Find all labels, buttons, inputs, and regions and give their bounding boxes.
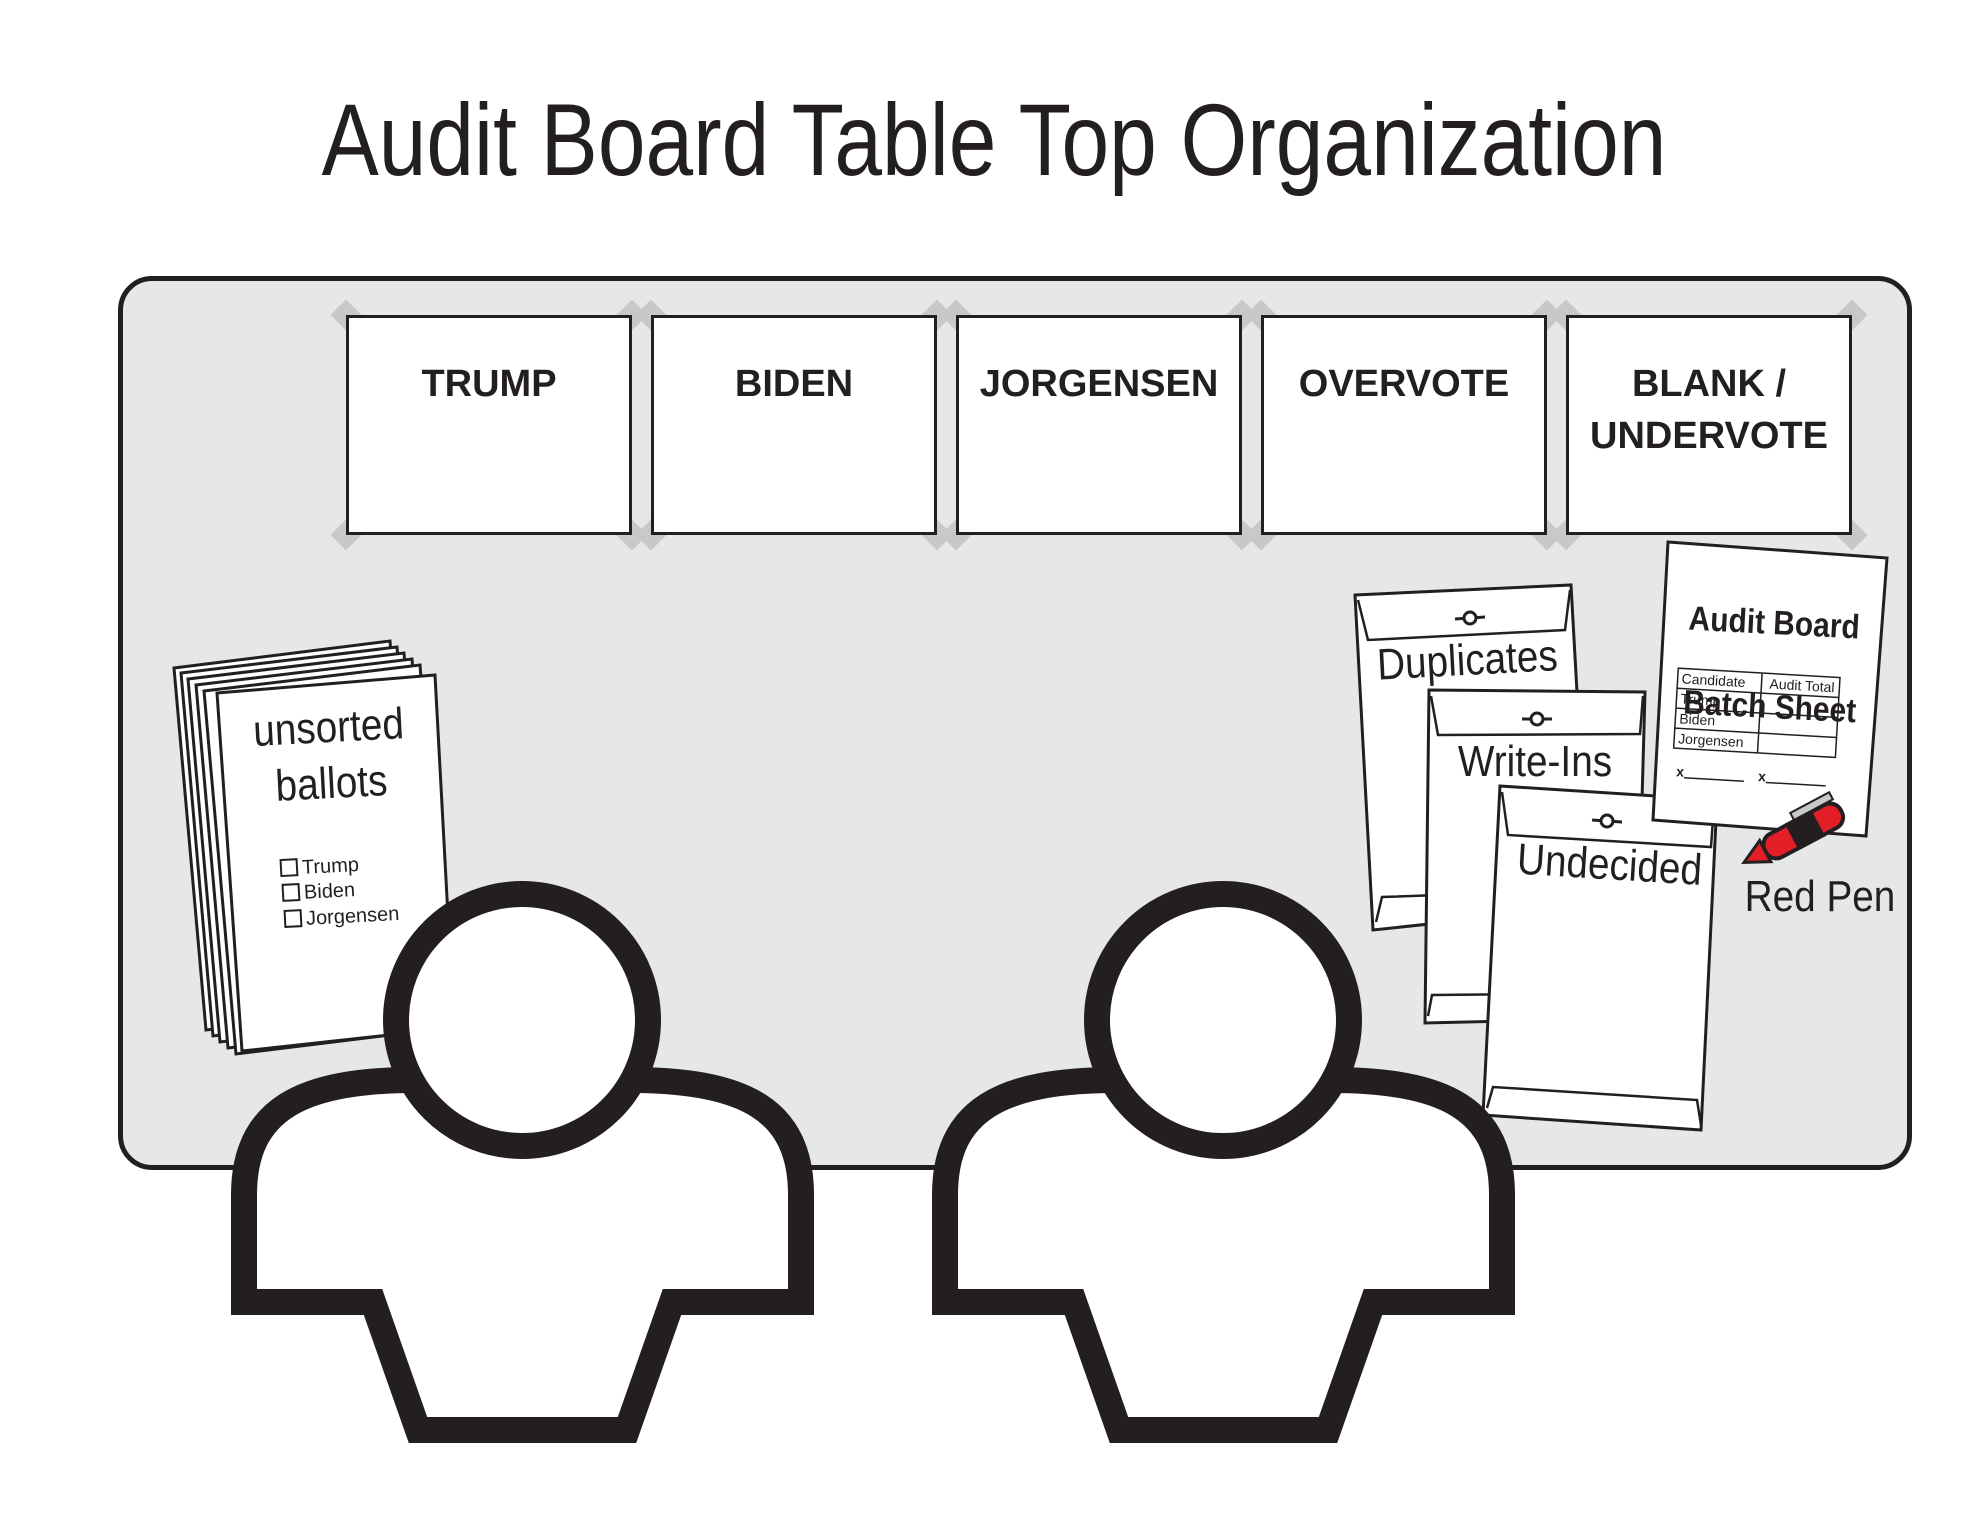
ballot-option-label: Jorgensen xyxy=(305,902,400,930)
sort-pile-jorgensen: JORGENSEN xyxy=(956,315,1242,535)
sort-pile-overvote: OVERVOTE xyxy=(1261,315,1547,535)
checkbox-icon xyxy=(281,882,301,902)
batch-signature-1: x xyxy=(1675,763,1685,780)
sort-pile-blank-undervote: BLANK / UNDERVOTE xyxy=(1566,315,1852,535)
ballot-option-label: Biden xyxy=(303,879,356,904)
sort-pile-label: JORGENSEN xyxy=(979,363,1219,405)
sort-pile-trump: TRUMP xyxy=(346,315,632,535)
ballot-option-biden: Biden xyxy=(281,879,356,906)
sort-pile-biden: BIDEN xyxy=(651,315,937,535)
auditor-1-person-icon xyxy=(231,881,814,1443)
sort-pile-label: OVERVOTE xyxy=(1298,363,1510,405)
batch-sheet xyxy=(1651,540,1889,838)
ballot-stack-line-2: ballots xyxy=(274,756,389,811)
envelope-write-ins-label: Write-Ins xyxy=(1457,737,1613,786)
red-pen-label: Red Pen xyxy=(1744,872,1896,921)
envelope-undecided-label: Undecided xyxy=(1515,834,1704,895)
red-pen-icon xyxy=(1741,790,1846,864)
envelope-undecided xyxy=(1481,784,1719,1132)
sort-pile-label: TRUMP xyxy=(421,363,557,405)
ballot-option-label: Trump xyxy=(301,853,360,879)
batch-row-trump: Trump xyxy=(1680,690,1721,709)
checkbox-icon xyxy=(283,909,303,929)
batch-row-biden: Biden xyxy=(1678,710,1716,729)
batch-signature-2: x xyxy=(1757,768,1767,785)
sort-pile-label: BLANK / UNDERVOTE xyxy=(1590,363,1828,457)
checkbox-icon xyxy=(279,858,299,878)
sort-pile-label: BIDEN xyxy=(734,363,854,405)
ballot-stack-label: unsorted ballots xyxy=(239,695,421,816)
page-title: Audit Board Table Top Organization xyxy=(321,83,1667,197)
auditor-2-person-icon xyxy=(932,881,1515,1443)
envelope-duplicates-label: Duplicates xyxy=(1375,631,1559,690)
ballot-option-trump: Trump xyxy=(279,853,360,881)
ballot-stack-line-1: unsorted xyxy=(251,699,406,756)
batch-sheet-title-line-1: Audit Board xyxy=(1687,599,1861,647)
